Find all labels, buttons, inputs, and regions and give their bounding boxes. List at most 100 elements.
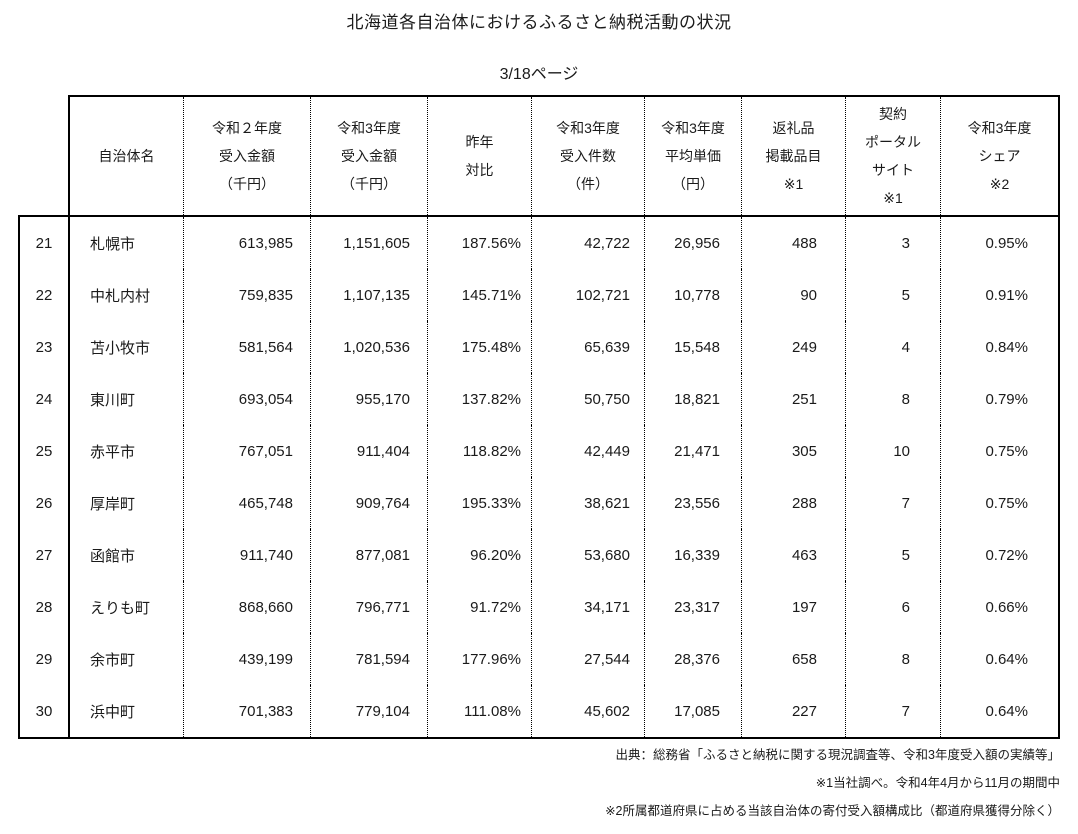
column-header-line: （千円） xyxy=(341,176,397,192)
column-header-line: 自治体名 xyxy=(98,148,155,164)
cell-r3_avg_price: 17,085 xyxy=(644,685,741,737)
cell-r3_amount: 1,151,605 xyxy=(310,217,427,269)
cell-municipality: 苫小牧市 xyxy=(68,321,183,373)
table-row: 23 苫小牧市 581,564 1,020,536 175.48% 65,639 15,54… xyxy=(20,321,1058,373)
cell-r3_avg_price: 18,821 xyxy=(644,373,741,425)
column-header-line: 契約 xyxy=(879,106,907,122)
cell-yoy: 187.56% xyxy=(427,217,531,269)
column-header-line: ※1 xyxy=(783,176,804,192)
cell-portal_sites: 8 xyxy=(845,373,940,425)
cell-r3_count: 53,680 xyxy=(531,529,644,581)
cell-municipality: 中札内村 xyxy=(68,269,183,321)
row-rank: 27 xyxy=(35,546,53,564)
cell-r3_share: 0.64% xyxy=(940,633,1058,685)
cell-portal_sites: 3 xyxy=(845,217,940,269)
cell-r3_amount: 781,594 xyxy=(310,633,427,685)
cell-r3_share: 0.66% xyxy=(940,581,1058,633)
cell-gift_items: 305 xyxy=(741,425,845,477)
cell-r3_share: 0.84% xyxy=(940,321,1058,373)
column-header-line: シェア xyxy=(978,148,1021,164)
column-header-yoy: 昨年 対比 xyxy=(427,97,531,215)
row-rank: 23 xyxy=(35,338,53,356)
cell-r3_amount: 796,771 xyxy=(310,581,427,633)
cell-r3_share: 0.75% xyxy=(940,425,1058,477)
column-header-line: 受入件数 xyxy=(560,148,616,164)
cell-r3_count: 65,639 xyxy=(531,321,644,373)
cell-gift_items: 288 xyxy=(741,477,845,529)
cell-portal_sites: 5 xyxy=(845,269,940,321)
cell-gift_items: 463 xyxy=(741,529,845,581)
cell-r3_avg_price: 10,778 xyxy=(644,269,741,321)
cell-r3_count: 102,721 xyxy=(531,269,644,321)
cell-municipality: えりも町 xyxy=(68,581,183,633)
cell-r2_amount: 701,383 xyxy=(183,685,310,737)
cell-r3_amount: 1,020,536 xyxy=(310,321,427,373)
cell-municipality: 札幌市 xyxy=(68,217,183,269)
cell-r3_count: 42,722 xyxy=(531,217,644,269)
cell-r3_share: 0.75% xyxy=(940,477,1058,529)
cell-r2_amount: 759,835 xyxy=(183,269,310,321)
cell-portal_sites: 6 xyxy=(845,581,940,633)
table-row: 21 札幌市 613,985 1,151,605 187.56% 42,722 26,956… xyxy=(20,217,1058,269)
cell-gift_items: 488 xyxy=(741,217,845,269)
cell-yoy: 177.96% xyxy=(427,633,531,685)
column-header-line: （円） xyxy=(672,176,714,192)
column-header-line: 令和２年度 xyxy=(212,120,282,136)
column-header-portal_sites: 契約 ポータル サイト ※1 xyxy=(845,97,940,215)
cell-r3_count: 27,544 xyxy=(531,633,644,685)
cell-r3_amount: 911,404 xyxy=(310,425,427,477)
cell-r3_count: 42,449 xyxy=(531,425,644,477)
table-row: 30 浜中町 701,383 779,104 111.08% 45,602 17,085 22… xyxy=(20,685,1058,737)
column-header-line: 受入金額 xyxy=(219,148,275,164)
cell-yoy: 145.71% xyxy=(427,269,531,321)
column-header-line: ※1 xyxy=(883,190,903,206)
cell-municipality: 東川町 xyxy=(68,373,183,425)
column-header-line: 令和3年度 xyxy=(967,120,1032,136)
cell-r3_avg_price: 23,556 xyxy=(644,477,741,529)
page-title: 北海道各自治体におけるふるさと納税活動の状況 xyxy=(346,13,732,32)
cell-yoy: 96.20% xyxy=(427,529,531,581)
cell-portal_sites: 8 xyxy=(845,633,940,685)
cell-municipality: 厚岸町 xyxy=(68,477,183,529)
page-number-indicator: 3/18ページ xyxy=(499,66,579,83)
cell-portal_sites: 5 xyxy=(845,529,940,581)
table-row: 24 東川町 693,054 955,170 137.82% 50,750 18,821 25… xyxy=(20,373,1058,425)
footnote-3: ※2所属都道府県に占める当該自治体の寄付受入額構成比（都道府県獲得分除く） xyxy=(605,804,1060,818)
cell-r2_amount: 439,199 xyxy=(183,633,310,685)
furusato-nozei-table: 自治体名 令和２年度 受入金額 （千円） 令和3年度 受入金額 （千円） 昨年 対比 令和3年度受… xyxy=(18,95,1060,739)
cell-municipality: 浜中町 xyxy=(68,685,183,737)
cell-r3_amount: 877,081 xyxy=(310,529,427,581)
cell-r3_amount: 909,764 xyxy=(310,477,427,529)
cell-r2_amount: 581,564 xyxy=(183,321,310,373)
cell-gift_items: 249 xyxy=(741,321,845,373)
column-header-line: （件） xyxy=(567,176,609,192)
column-header-municipality: 自治体名 xyxy=(70,97,183,215)
cell-r3_count: 38,621 xyxy=(531,477,644,529)
column-header-line: サイト xyxy=(872,162,914,178)
cell-gift_items: 90 xyxy=(741,269,845,321)
column-header-line: 対比 xyxy=(465,162,494,178)
cell-yoy: 175.48% xyxy=(427,321,531,373)
cell-r3_amount: 1,107,135 xyxy=(310,269,427,321)
table-row: 25 赤平市 767,051 911,404 118.82% 42,449 21,471 30… xyxy=(20,425,1058,477)
table-row: 28 えりも町 868,660 796,771 91.72% 34,171 23,317 19… xyxy=(20,581,1058,633)
cell-yoy: 137.82% xyxy=(427,373,531,425)
cell-r2_amount: 465,748 xyxy=(183,477,310,529)
row-rank: 28 xyxy=(35,598,53,616)
cell-yoy: 91.72% xyxy=(427,581,531,633)
row-rank: 24 xyxy=(35,390,53,408)
column-header-gift_items: 返礼品 掲載品目 ※1 xyxy=(741,97,845,215)
table-row: 22 中札内村 759,835 1,107,135 145.71% 102,721 10,7… xyxy=(20,269,1058,321)
cell-r3_amount: 779,104 xyxy=(310,685,427,737)
column-header-line: ※2 xyxy=(989,176,1010,192)
cell-r2_amount: 868,660 xyxy=(183,581,310,633)
cell-gift_items: 197 xyxy=(741,581,845,633)
cell-r3_avg_price: 15,548 xyxy=(644,321,741,373)
column-header-line: 掲載品目 xyxy=(765,148,822,164)
row-rank: 26 xyxy=(35,494,53,512)
column-header-line: 平均単価 xyxy=(665,148,721,164)
table-body: 21 札幌市 613,985 1,151,605 187.56% 42,722 26,956… xyxy=(18,215,1060,739)
cell-yoy: 195.33% xyxy=(427,477,531,529)
cell-r2_amount: 693,054 xyxy=(183,373,310,425)
